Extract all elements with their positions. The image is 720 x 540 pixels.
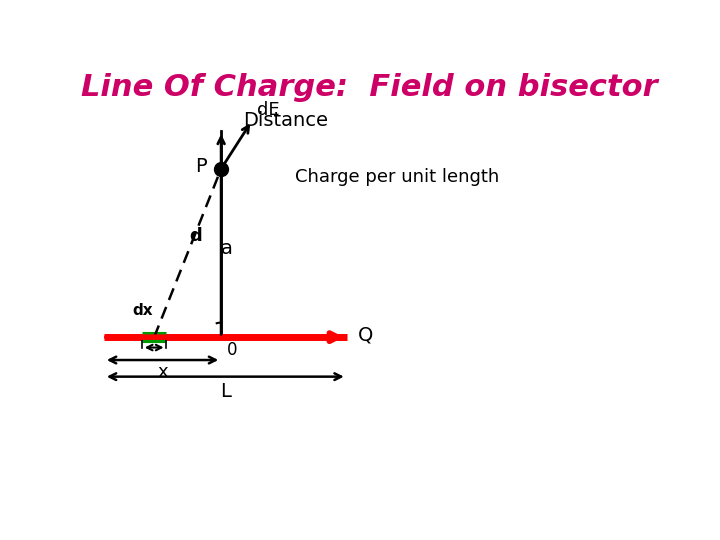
Text: a: a [221, 239, 233, 258]
Text: Q: Q [358, 326, 373, 345]
Text: L: L [220, 382, 230, 401]
Text: x: x [157, 363, 168, 381]
Text: dx: dx [132, 302, 153, 318]
Text: dE: dE [258, 101, 280, 119]
Text: Line Of Charge:  Field on bisector: Line Of Charge: Field on bisector [81, 73, 657, 102]
Text: P: P [196, 157, 207, 176]
Text: Distance: Distance [243, 111, 328, 131]
Text: 0: 0 [227, 341, 237, 359]
Text: Charge per unit length: Charge per unit length [294, 168, 499, 186]
Text: d: d [189, 227, 202, 245]
